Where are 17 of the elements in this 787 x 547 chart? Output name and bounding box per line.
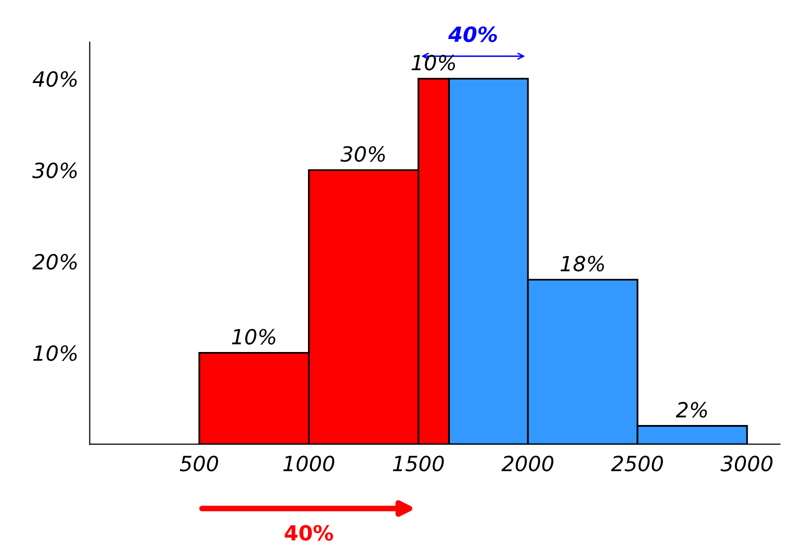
y-tick-label: 30% [32, 162, 77, 178]
x-tick-label: 500 [180, 456, 218, 472]
x-tick-label: 1000 [283, 456, 334, 472]
y-tick-label: 10% [33, 345, 77, 361]
data-label: 10% [232, 328, 276, 345]
x-tick-label: 2500 [611, 456, 663, 472]
data-label: 30% [340, 146, 385, 162]
data-label: 2% [676, 402, 707, 418]
annotation: 10% [412, 54, 455, 70]
x-tick-label: 2000 [502, 456, 554, 472]
x-tick-label: 3000 [720, 456, 773, 472]
text: 40% [448, 26, 497, 42]
y-tick-label: 20% [32, 254, 77, 270]
x-tick-label: 1500 [392, 456, 444, 472]
text: 40% [284, 524, 334, 541]
data-label: 18% [560, 256, 604, 272]
y-tick-label: 40% [32, 71, 77, 87]
